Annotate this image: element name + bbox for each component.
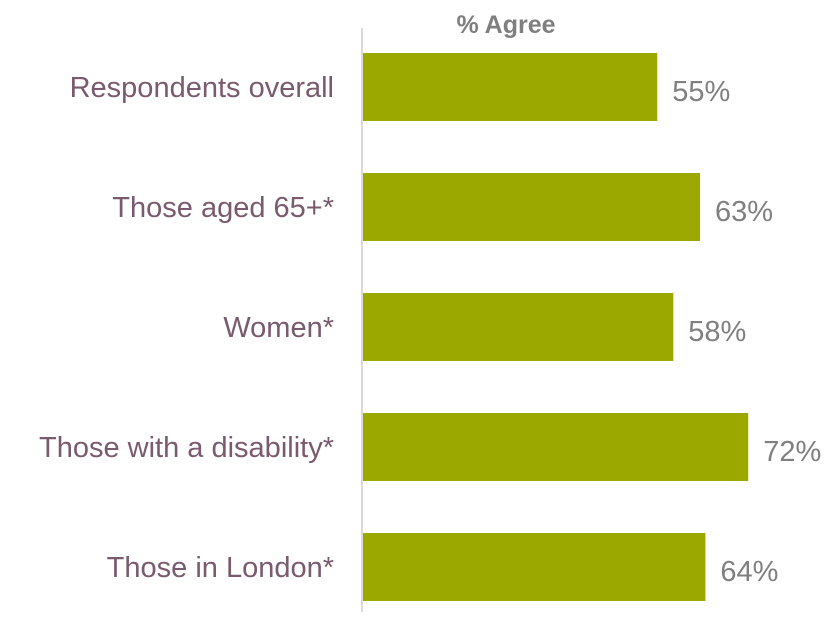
category-label-2: Women*	[223, 312, 334, 344]
bar-3	[363, 413, 749, 481]
category-label-4: Those in London*	[107, 552, 334, 584]
value-label-4: 64%	[720, 556, 778, 588]
bar-0	[363, 53, 658, 121]
bar-1	[363, 173, 701, 241]
category-label-1: Those aged 65+*	[112, 192, 334, 224]
category-label-0: Respondents overall	[70, 72, 334, 104]
value-label-0: 55%	[672, 76, 730, 108]
bar-2	[363, 293, 674, 361]
category-label-3: Those with a disability*	[39, 432, 334, 464]
value-label-2: 58%	[688, 316, 746, 348]
bar-4	[363, 533, 706, 601]
chart-title: % Agree	[456, 11, 555, 39]
value-label-3: 72%	[763, 436, 821, 468]
value-label-1: 63%	[715, 196, 773, 228]
bars-layer: Respondents overall 55% Those aged 65+* 63%…	[39, 53, 821, 601]
